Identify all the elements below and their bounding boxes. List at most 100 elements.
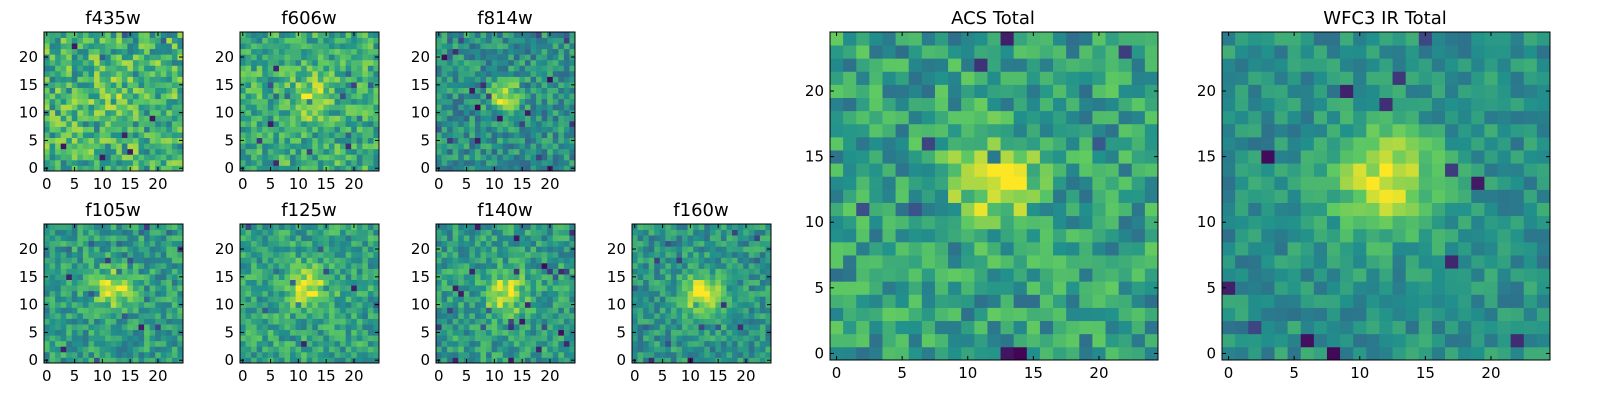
heatmap-cell (480, 324, 487, 331)
heatmap-cell (987, 294, 1001, 308)
heatmap-cell (637, 357, 644, 364)
heatmap-cell (441, 32, 448, 38)
heatmap-cell (356, 307, 363, 314)
heatmap-cell (60, 340, 67, 347)
heatmap-cell (284, 115, 291, 122)
heatmap-cell (682, 224, 688, 230)
heatmap-cell (240, 126, 246, 133)
heatmap-cell (312, 346, 319, 353)
heatmap-cell (88, 257, 95, 264)
heatmap-cell (351, 240, 358, 247)
heatmap-cell (732, 279, 739, 286)
heatmap-cell (66, 262, 73, 269)
heatmap-cell (480, 335, 487, 342)
heatmap-cell (458, 82, 465, 88)
heatmap-cell (491, 240, 498, 247)
heatmap-cell (334, 143, 341, 150)
heatmap-cell (754, 312, 761, 319)
heatmap-cell (563, 115, 570, 122)
heatmap-cell (447, 246, 454, 253)
heatmap-cell (340, 346, 347, 353)
heatmap-cell (94, 301, 100, 308)
heatmap-cell (66, 115, 73, 122)
heatmap-cell (166, 312, 173, 319)
heatmap-cell (436, 229, 442, 236)
heatmap-cell (94, 324, 100, 331)
heatmap-cell (643, 285, 650, 292)
heatmap-cell (295, 159, 302, 166)
heatmap-cell (166, 224, 173, 230)
heatmap-cell (171, 143, 178, 150)
heatmap-cell (1092, 202, 1106, 217)
heatmap-cell (524, 87, 531, 94)
heatmap-cell (245, 148, 252, 155)
heatmap-cell (138, 246, 145, 253)
heatmap-cell (541, 32, 548, 38)
heatmap-cell (345, 312, 352, 319)
heatmap-cell (121, 159, 128, 166)
heatmap-cell (323, 351, 330, 358)
heatmap-cell (166, 251, 173, 258)
heatmap-cell (256, 262, 263, 269)
heatmap-cell (536, 37, 543, 44)
heatmap-cell (367, 93, 374, 100)
heatmap-cell (547, 43, 554, 50)
heatmap-cell (547, 76, 554, 83)
heatmap-cell (491, 307, 498, 314)
heatmap-cell (765, 335, 772, 342)
heatmap-cell (99, 120, 106, 127)
heatmap-cell (278, 301, 285, 308)
heatmap-cell (240, 340, 246, 347)
heatmap-cell (155, 285, 162, 292)
heatmap-cell (88, 154, 95, 161)
plot-frame (435, 223, 576, 364)
heatmap-cell (726, 324, 733, 331)
heatmap-cell (519, 104, 526, 111)
heatmap-cell (49, 65, 56, 72)
heatmap-cell (486, 340, 492, 347)
heatmap-cell (356, 251, 363, 258)
heatmap-cell (77, 148, 84, 155)
heatmap-cell (273, 285, 280, 292)
heatmap-cell (312, 115, 319, 122)
heatmap-cell (82, 235, 89, 242)
y-tick-label: 15 (19, 76, 38, 94)
heatmap-cell (132, 148, 139, 155)
heatmap-cell (709, 312, 716, 319)
heatmap-cell (463, 329, 470, 336)
heatmap-cell (127, 37, 134, 44)
heatmap-cell (458, 357, 465, 364)
heatmap-cell (726, 290, 733, 297)
heatmap-cell (132, 301, 139, 308)
heatmap-cell (659, 268, 666, 275)
heatmap-cell (290, 43, 296, 50)
heatmap-cell (301, 351, 308, 358)
heatmap-cell (240, 48, 246, 55)
heatmap-cell (452, 357, 459, 364)
heatmap-cell (340, 37, 347, 44)
heatmap-cell (367, 165, 374, 172)
heatmap-cell (177, 48, 184, 55)
heatmap-cell (267, 235, 274, 242)
heatmap-cell (166, 154, 173, 161)
heatmap-cell (436, 76, 442, 83)
heatmap-cell (94, 246, 100, 253)
heatmap-cell (908, 268, 923, 282)
heatmap-cell (754, 229, 761, 236)
heatmap-cell (66, 98, 73, 105)
heatmap-cell (491, 335, 498, 342)
heatmap-cell (659, 251, 666, 258)
heatmap-cell (132, 65, 139, 72)
heatmap-cell (474, 159, 481, 166)
heatmap-cell (160, 109, 167, 116)
heatmap-cell (843, 255, 857, 269)
heatmap-cell (1144, 163, 1159, 177)
heatmap-cell (155, 70, 162, 77)
heatmap-cell (491, 120, 498, 127)
heatmap-cell (541, 65, 548, 72)
heatmap-cell (563, 290, 570, 297)
heatmap-cell (558, 104, 565, 111)
heatmap-cell (480, 109, 487, 116)
heatmap-cell (177, 76, 184, 83)
heatmap-cell (105, 137, 112, 144)
